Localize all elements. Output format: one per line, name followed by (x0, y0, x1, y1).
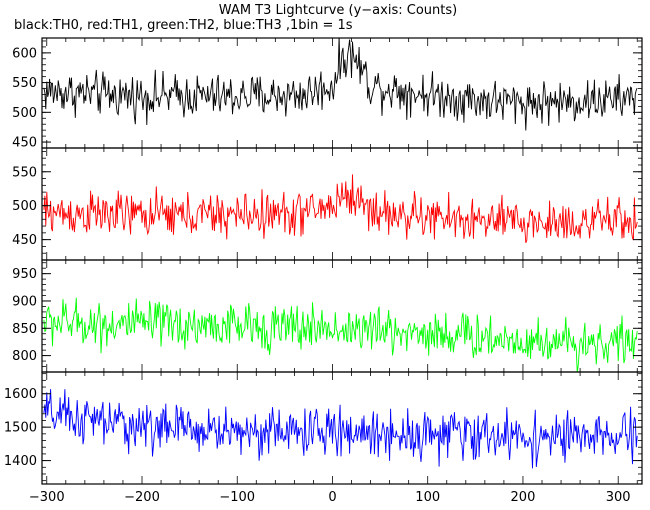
y-tick-label: 850 (12, 322, 37, 337)
series-line-th0 (43, 38, 638, 131)
y-tick-label: 500 (12, 106, 37, 121)
series-line-th3 (43, 389, 638, 469)
x-tick-label: 200 (511, 490, 536, 505)
panel-frame (41, 371, 643, 485)
y-tick-label: 550 (12, 76, 37, 91)
y-tick-label: 950 (12, 267, 37, 282)
y-tick-label: 450 (12, 136, 37, 151)
x-tick-label: 100 (415, 490, 440, 505)
y-tick-label: 800 (12, 349, 37, 364)
y-tick-label: 1500 (4, 421, 37, 436)
panels-layer: 450 500 550 600 450 500 550 800 850 900 950 1400 150… (4, 37, 643, 485)
x-tick-label: −200 (124, 490, 160, 505)
y-tick-label: 600 (12, 46, 37, 61)
series-line-th2 (43, 297, 638, 372)
y-tick-label: 500 (12, 199, 37, 214)
y-tick-label: 900 (12, 294, 37, 309)
panel-th1: 450 500 550 (12, 147, 643, 261)
chart-subtitle: black:TH0, red:TH1, green:TH2, blue:TH3 … (14, 18, 353, 33)
y-tick-label: 550 (12, 165, 37, 180)
x-tick-label: −300 (29, 490, 65, 505)
panel-th0: 450 500 550 600 (12, 37, 643, 151)
y-tick-label: 450 (12, 233, 37, 248)
x-tick-label: 0 (328, 490, 336, 505)
y-tick-label: 1600 (4, 387, 37, 402)
x-tick-label: −100 (219, 490, 255, 505)
panel-th3: 1400 1500 1600 (4, 371, 643, 485)
series-line-th1 (43, 174, 638, 243)
x-tick-label: 300 (606, 490, 631, 505)
x-axis: −300 −200 −100 0 100 200 300 (29, 490, 631, 505)
chart-title: WAM T3 Lightcurve (y−axis: Counts) (219, 3, 457, 18)
y-tick-label: 1400 (4, 454, 37, 469)
panel-th2: 800 850 900 950 (12, 259, 643, 373)
